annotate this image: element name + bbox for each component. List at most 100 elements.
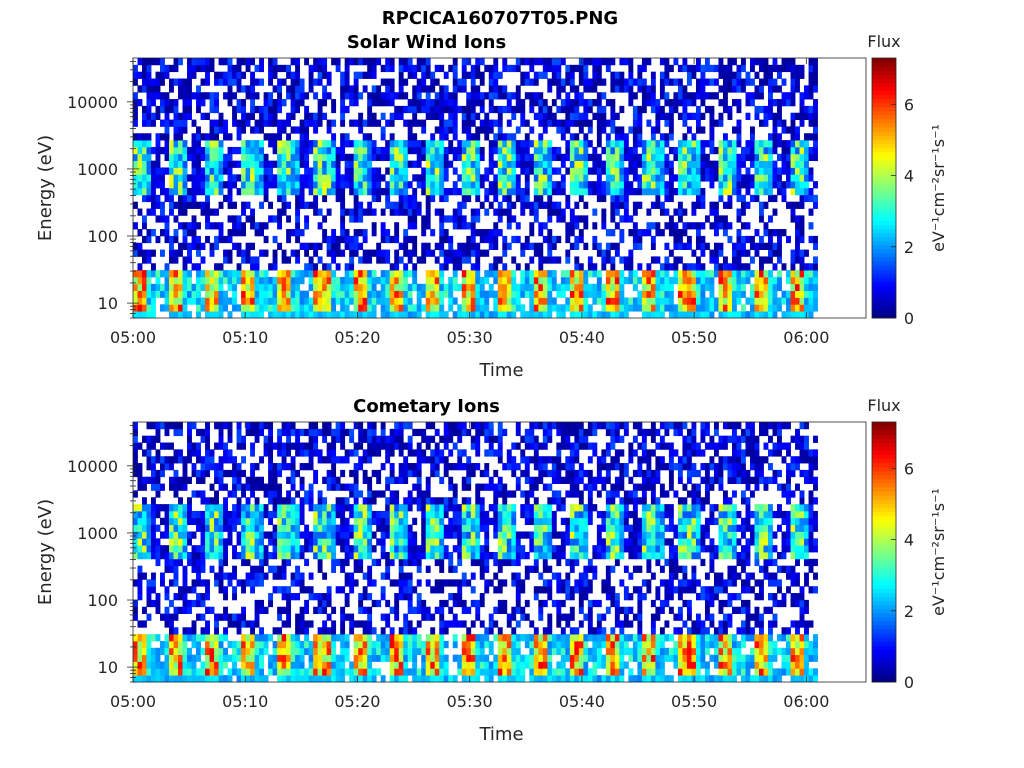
heatmap-cell <box>398 174 404 182</box>
heatmap-cell <box>371 119 377 127</box>
heatmap-cell <box>277 222 283 230</box>
heatmap-cell <box>259 304 264 312</box>
heatmap-cell <box>750 174 755 182</box>
heatmap-cell <box>155 449 161 457</box>
heatmap-cell <box>628 78 634 86</box>
heatmap-cell <box>619 167 625 175</box>
heatmap-cell <box>511 201 517 209</box>
heatmap-cell <box>331 235 337 244</box>
heatmap-cell <box>610 263 616 271</box>
heatmap-cell <box>718 64 724 73</box>
heatmap-cell <box>277 64 283 73</box>
heatmap-cell <box>434 283 440 292</box>
heatmap-cell <box>313 276 319 285</box>
heatmap-cell <box>146 456 152 464</box>
heatmap-cell <box>137 58 143 66</box>
heatmap-cell <box>538 58 544 66</box>
heatmap-cell <box>430 146 436 155</box>
heatmap-cell <box>461 290 467 298</box>
heatmap-cell <box>277 572 283 580</box>
heatmap-cell <box>457 242 463 250</box>
heatmap-cell <box>250 112 255 120</box>
heatmap-cell <box>736 194 742 203</box>
heatmap-cell <box>777 133 782 141</box>
heatmap-cell <box>331 249 337 257</box>
heatmap-cell <box>155 276 161 285</box>
heatmap-cell <box>142 105 147 114</box>
heatmap-cell <box>569 215 575 223</box>
heatmap-cell <box>232 504 237 512</box>
heatmap-cell <box>344 208 350 216</box>
heatmap-cell <box>178 668 183 676</box>
heatmap-cell <box>768 290 773 298</box>
heatmap-cell <box>331 153 337 162</box>
heatmap-cell <box>367 290 373 298</box>
heatmap-cell <box>286 160 292 168</box>
heatmap-cell <box>700 140 706 148</box>
heatmap-cell <box>768 249 773 257</box>
heatmap-cell <box>578 64 584 73</box>
heatmap-cell <box>371 270 377 278</box>
heatmap-cell <box>344 167 350 175</box>
heatmap-cell <box>488 92 494 100</box>
heatmap-cell <box>173 613 179 621</box>
heatmap-cell <box>322 71 328 79</box>
heatmap-cell <box>777 71 782 79</box>
heatmap-cell <box>569 99 575 107</box>
heatmap-cell <box>205 78 210 86</box>
heatmap-cell <box>754 71 760 79</box>
heatmap-cell <box>389 290 395 298</box>
heatmap-cell <box>533 290 539 298</box>
heatmap-cell <box>686 160 692 168</box>
heatmap-cell <box>308 304 314 312</box>
heatmap-cell <box>259 504 264 512</box>
heatmap-cell <box>569 140 575 148</box>
heatmap-cell <box>344 229 350 237</box>
heatmap-cell <box>713 201 719 209</box>
heatmap-cell <box>196 675 201 683</box>
heatmap-cell <box>587 311 593 319</box>
heatmap-cell <box>443 119 449 127</box>
heatmap-cell <box>668 222 674 230</box>
heatmap-cell <box>790 270 796 278</box>
heatmap-cell <box>173 270 179 278</box>
heatmap-cell <box>137 167 143 175</box>
heatmap-cell <box>731 153 737 162</box>
heatmap-cell <box>592 222 598 230</box>
heatmap-cell <box>637 290 643 298</box>
heatmap-cell <box>236 428 242 437</box>
heatmap-cell <box>340 297 346 305</box>
heatmap-cell <box>146 249 152 257</box>
heatmap-cell <box>250 640 255 649</box>
heatmap-cell <box>146 545 152 553</box>
heatmap-cell <box>155 469 161 478</box>
heatmap-cell <box>380 276 386 285</box>
heatmap-cell <box>750 297 755 305</box>
heatmap-cell <box>425 174 431 182</box>
heatmap-cell <box>160 483 165 491</box>
heatmap-cell <box>205 435 210 443</box>
heatmap-cell <box>479 304 485 312</box>
heatmap-cell <box>272 531 278 539</box>
heatmap-cell <box>155 552 161 560</box>
heatmap-cell <box>232 593 237 601</box>
heatmap-cell <box>493 181 499 189</box>
heatmap-cell <box>398 311 404 319</box>
heatmap-cell <box>241 552 246 560</box>
heatmap-cell <box>412 194 418 203</box>
heatmap-cell <box>686 263 692 271</box>
heatmap-cell <box>254 160 260 168</box>
heatmap-cell <box>344 263 350 271</box>
heatmap-cell <box>695 311 701 319</box>
heatmap-cell <box>628 188 634 196</box>
heatmap-cell <box>308 188 314 196</box>
heatmap-cell <box>182 290 188 298</box>
heatmap-cell <box>659 201 665 209</box>
heatmap-cell <box>308 119 314 127</box>
heatmap-cell <box>223 249 228 257</box>
heatmap-cell <box>448 276 454 285</box>
heatmap-cell <box>232 572 237 580</box>
heatmap-cell <box>151 552 156 560</box>
heatmap-cell <box>169 504 174 512</box>
heatmap-cell <box>691 133 697 141</box>
